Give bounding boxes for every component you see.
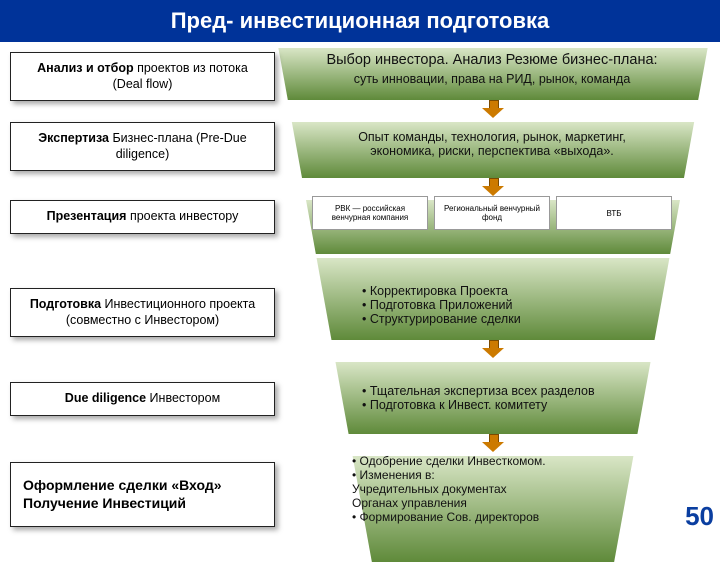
r1-title: Выбор инвестора. Анализ Резюме бизнес-пл… [302, 52, 682, 68]
step-box-6: Оформление сделки «Вход»Получение Инвест… [10, 462, 275, 527]
logo-3: ВТБ [556, 196, 672, 230]
logo-1: РВК — российская венчурная компания [312, 196, 428, 230]
step-box-2: Экспертиза Бизнес-плана (Pre-Due diligen… [10, 122, 275, 171]
left-steps-column: Анализ и отбор проектов из потока (Deal … [10, 52, 275, 542]
investor-logos-row: РВК — российская венчурная компанияРегио… [312, 196, 672, 230]
content-area: Анализ и отбор проектов из потока (Deal … [0, 42, 720, 536]
r5-list: • Тщательная экспертиза всех разделов• П… [302, 384, 682, 412]
page-title: Пред- инвестиционная подготовка [0, 0, 720, 42]
arrow-down-icon [482, 434, 504, 452]
r4-list: • Корректировка Проекта• Подготовка Прил… [302, 284, 682, 326]
r2-text: Опыт команды, технология, рынок, маркети… [302, 130, 682, 158]
step-box-5: Due diligence Инвестором [10, 382, 275, 416]
r6-list: • Одобрение сделки Инвесткомом.• Изменен… [302, 454, 682, 524]
arrow-down-icon [482, 100, 504, 118]
step-box-3: Презентация проекта инвестору [10, 200, 275, 234]
step-box-1: Анализ и отбор проектов из потока (Deal … [10, 52, 275, 101]
step-box-4: Подготовка Инвестиционного проекта(совме… [10, 288, 275, 337]
arrow-down-icon [482, 340, 504, 358]
r1-subtitle: суть инновации, права на РИД, рынок, ком… [302, 72, 682, 86]
logo-2: Региональный венчурный фонд [434, 196, 550, 230]
page-number: 50 [685, 501, 714, 532]
arrow-down-icon [482, 178, 504, 196]
